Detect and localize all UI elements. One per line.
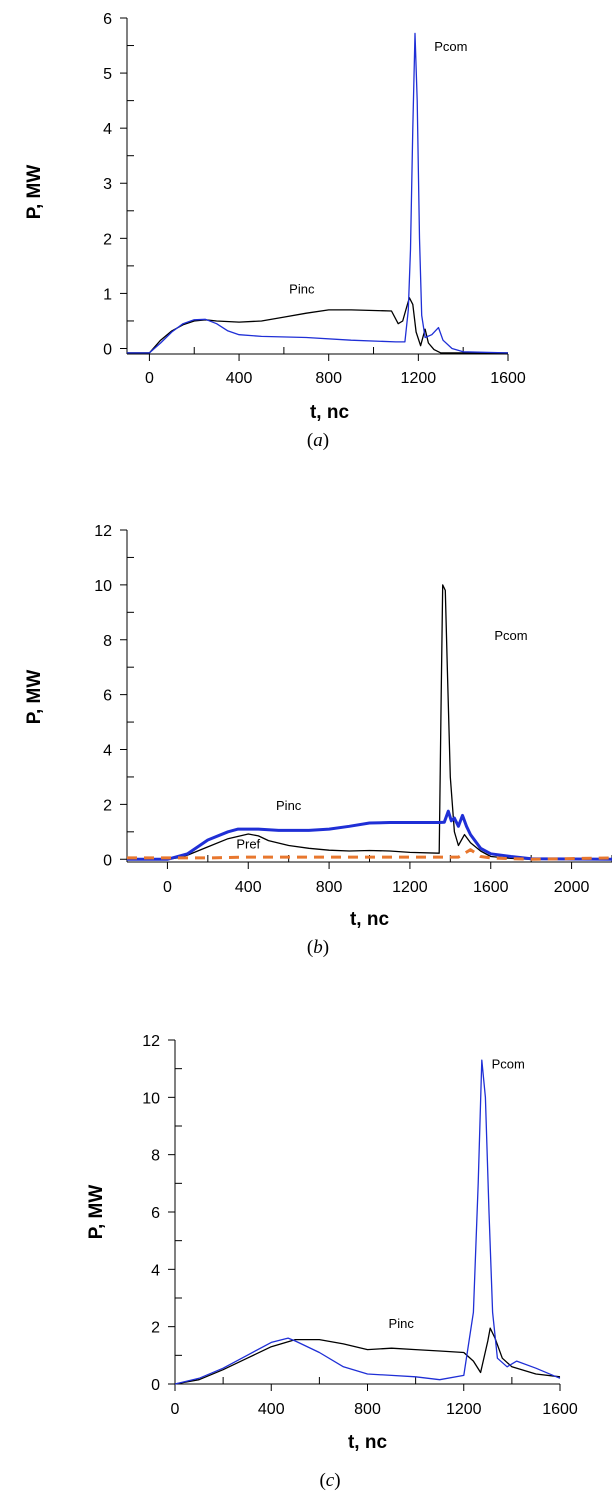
y-tick-label: 5 xyxy=(103,66,112,83)
chart-panel-a: 0 1 2 3 4 5 6 0 400 800 1200 1600 t, nc P, MW Pcom Pinc… xyxy=(24,11,526,451)
y-axis-title: P, MW xyxy=(86,1185,107,1240)
y-tick-label: 12 xyxy=(94,523,112,540)
y-tick-label: 6 xyxy=(103,688,112,705)
series-label-pinc: Pinc xyxy=(289,281,315,296)
y-tick-label: 2 xyxy=(103,231,112,248)
x-tick-label: 800 xyxy=(354,1401,381,1418)
panel-caption: (c) xyxy=(319,1470,340,1491)
series-label-pcom: Pcom xyxy=(494,628,527,643)
series-line-pinc xyxy=(175,1328,560,1384)
y-tick-label: 6 xyxy=(151,1205,160,1222)
x-tick-label: 1200 xyxy=(392,879,428,896)
y-axis-title: P, MW xyxy=(24,670,45,725)
series-line-pinc xyxy=(127,298,508,353)
y-tick-label: 10 xyxy=(94,578,112,595)
series-label-pinc: Pinc xyxy=(389,1316,415,1331)
chart-panel-b: 0 2 4 6 8 10 12 0 400 800 1200 1600 2000 t, nc P, MW Pc… xyxy=(24,523,612,958)
x-tick-label: 400 xyxy=(235,879,262,896)
x-tick-label: 0 xyxy=(171,1401,180,1418)
x-tick-label: 1600 xyxy=(542,1401,578,1418)
series-line-pcom xyxy=(175,1060,560,1384)
series-line-pinc xyxy=(127,811,612,859)
y-tick-label: 8 xyxy=(103,633,112,650)
y-tick-label: 4 xyxy=(103,743,112,760)
panel-caption: (a) xyxy=(307,430,329,451)
chart-panel-c: 0 2 4 6 8 10 12 0 400 800 1200 1600 t, nc P, MW Pcom Pi… xyxy=(86,1033,578,1491)
x-tick-label: 1200 xyxy=(446,1401,482,1418)
y-tick-label: 2 xyxy=(103,797,112,814)
x-axis-title: t, nc xyxy=(310,402,349,423)
series-label-pcom: Pcom xyxy=(492,1057,525,1072)
y-tick-label: 4 xyxy=(103,121,112,138)
y-tick-label: 12 xyxy=(142,1033,160,1050)
y-tick-label: 0 xyxy=(151,1377,160,1394)
x-tick-label: 0 xyxy=(163,879,172,896)
y-axis-title: P, MW xyxy=(24,165,45,220)
series-label-pcom: Pcom xyxy=(434,39,467,54)
y-tick-label: 2 xyxy=(151,1320,160,1337)
x-tick-label: 0 xyxy=(145,370,154,387)
y-tick-label: 0 xyxy=(103,341,112,358)
x-tick-label: 1200 xyxy=(401,370,437,387)
x-axis-title: t, nc xyxy=(348,1432,387,1453)
y-tick-label: 0 xyxy=(103,852,112,869)
x-tick-label: 1600 xyxy=(473,879,509,896)
y-tick-label: 1 xyxy=(103,286,112,303)
x-tick-label: 400 xyxy=(258,1401,285,1418)
series-label-pref: Pref xyxy=(236,836,260,851)
y-tick-label: 10 xyxy=(142,1090,160,1107)
x-tick-label: 1600 xyxy=(490,370,526,387)
y-tick-label: 8 xyxy=(151,1148,160,1165)
x-axis-title: t, nc xyxy=(350,909,389,930)
panel-caption: (b) xyxy=(307,937,329,958)
x-tick-label: 800 xyxy=(316,879,343,896)
x-tick-label: 400 xyxy=(226,370,253,387)
x-tick-label: 2000 xyxy=(554,879,590,896)
series-line-pcom xyxy=(127,33,508,353)
y-tick-label: 3 xyxy=(103,176,112,193)
y-tick-label: 6 xyxy=(103,11,112,28)
series-line-pcom xyxy=(127,585,612,859)
y-tick-label: 4 xyxy=(151,1262,160,1279)
series-label-pinc: Pinc xyxy=(276,798,302,813)
x-tick-label: 800 xyxy=(315,370,342,387)
